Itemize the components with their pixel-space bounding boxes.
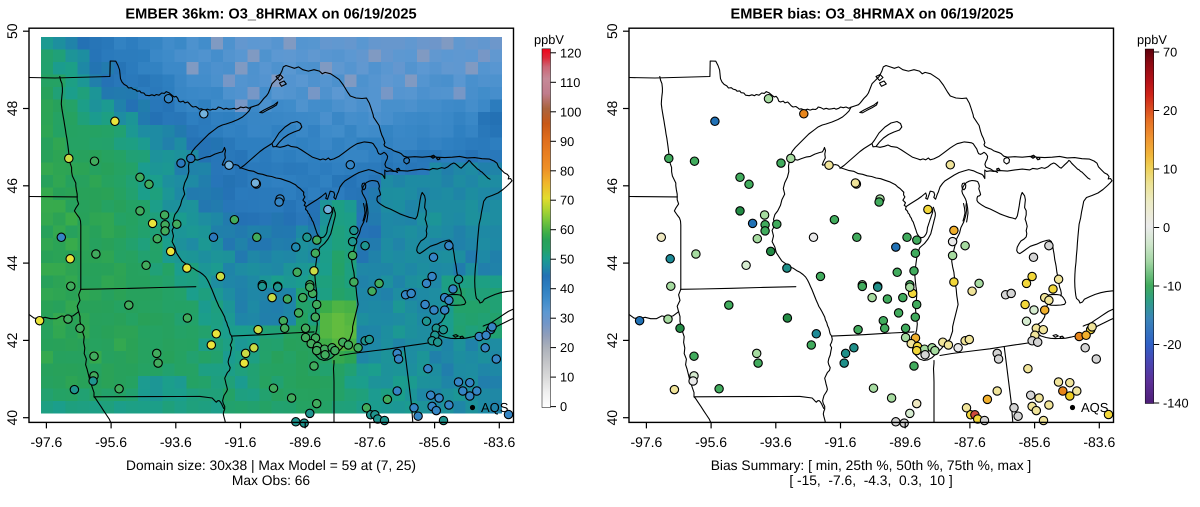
- svg-text:-93.6: -93.6: [760, 434, 792, 450]
- svg-text:42: 42: [604, 332, 620, 348]
- svg-text:20: 20: [560, 340, 574, 355]
- svg-text:-91.6: -91.6: [825, 434, 857, 450]
- svg-text:60: 60: [560, 222, 574, 237]
- svg-text:-93.6: -93.6: [160, 434, 192, 450]
- svg-text:44: 44: [604, 255, 620, 271]
- svg-text:10: 10: [1163, 162, 1177, 177]
- svg-text:50: 50: [560, 252, 574, 267]
- svg-text:-97.6: -97.6: [630, 434, 662, 450]
- svg-text:-97.6: -97.6: [30, 434, 62, 450]
- svg-text:0: 0: [560, 399, 567, 414]
- svg-text:100: 100: [560, 104, 581, 119]
- svg-text:ppbV: ppbV: [1137, 32, 1167, 47]
- svg-text:-87.6: -87.6: [954, 434, 986, 450]
- svg-text:-95.6: -95.6: [95, 434, 127, 450]
- svg-text:EMBER 36km: O3_8HRMAX on 06/19: EMBER 36km: O3_8HRMAX on 06/19/2025: [125, 7, 416, 23]
- svg-text:40: 40: [4, 410, 20, 426]
- svg-text:48: 48: [4, 101, 20, 117]
- svg-text:80: 80: [560, 163, 574, 178]
- svg-text:-140: -140: [1163, 396, 1189, 411]
- svg-text:46: 46: [4, 178, 20, 194]
- svg-text:44: 44: [4, 255, 20, 271]
- svg-text:48: 48: [604, 101, 620, 117]
- svg-text:120: 120: [560, 45, 581, 60]
- svg-text:40: 40: [604, 410, 620, 426]
- svg-text:40: 40: [560, 281, 574, 296]
- svg-text:-83.6: -83.6: [483, 434, 515, 450]
- svg-text:-89.6: -89.6: [289, 434, 321, 450]
- svg-text:Max Obs: 66: Max Obs: 66: [232, 473, 311, 488]
- svg-text:10: 10: [560, 370, 574, 385]
- svg-text:-91.6: -91.6: [225, 434, 257, 450]
- svg-text:20: 20: [1163, 103, 1177, 118]
- svg-text:EMBER bias: O3_8HRMAX on 06/19: EMBER bias: O3_8HRMAX on 06/19/2025: [730, 7, 1013, 23]
- svg-text:-83.6: -83.6: [1083, 434, 1115, 450]
- svg-text:-95.6: -95.6: [695, 434, 727, 450]
- svg-text:AQS: AQS: [481, 400, 509, 415]
- svg-text:50: 50: [604, 23, 620, 39]
- svg-text:Domain size: 30x38 | Max Model: Domain size: 30x38 | Max Model = 59 at (…: [126, 458, 416, 473]
- svg-text:-20: -20: [1163, 337, 1182, 352]
- svg-text:42: 42: [4, 332, 20, 348]
- svg-text:-89.6: -89.6: [889, 434, 921, 450]
- svg-text:ppbV: ppbV: [534, 32, 564, 47]
- svg-text:50: 50: [4, 23, 20, 39]
- svg-text:0: 0: [1163, 220, 1170, 235]
- svg-text:-85.6: -85.6: [1019, 434, 1051, 450]
- svg-text:30: 30: [560, 311, 574, 326]
- svg-text:Bias Summary: [ min, 25th %, 5: Bias Summary: [ min, 25th %, 50th %, 75t…: [711, 458, 1032, 473]
- svg-text:-10: -10: [1163, 279, 1182, 294]
- svg-text:70: 70: [560, 193, 574, 208]
- svg-text:-87.6: -87.6: [354, 434, 386, 450]
- svg-text:70: 70: [1163, 45, 1177, 60]
- svg-text:-85.6: -85.6: [419, 434, 451, 450]
- svg-text:AQS: AQS: [1081, 400, 1109, 415]
- svg-text:110: 110: [560, 75, 580, 90]
- svg-text:90: 90: [560, 134, 574, 149]
- svg-text:[ -15, -7.6, -4.3, 0.3, 10: [ -15, -7.6, -4.3, 0.3, 10 ]: [789, 473, 952, 488]
- svg-text:46: 46: [604, 178, 620, 194]
